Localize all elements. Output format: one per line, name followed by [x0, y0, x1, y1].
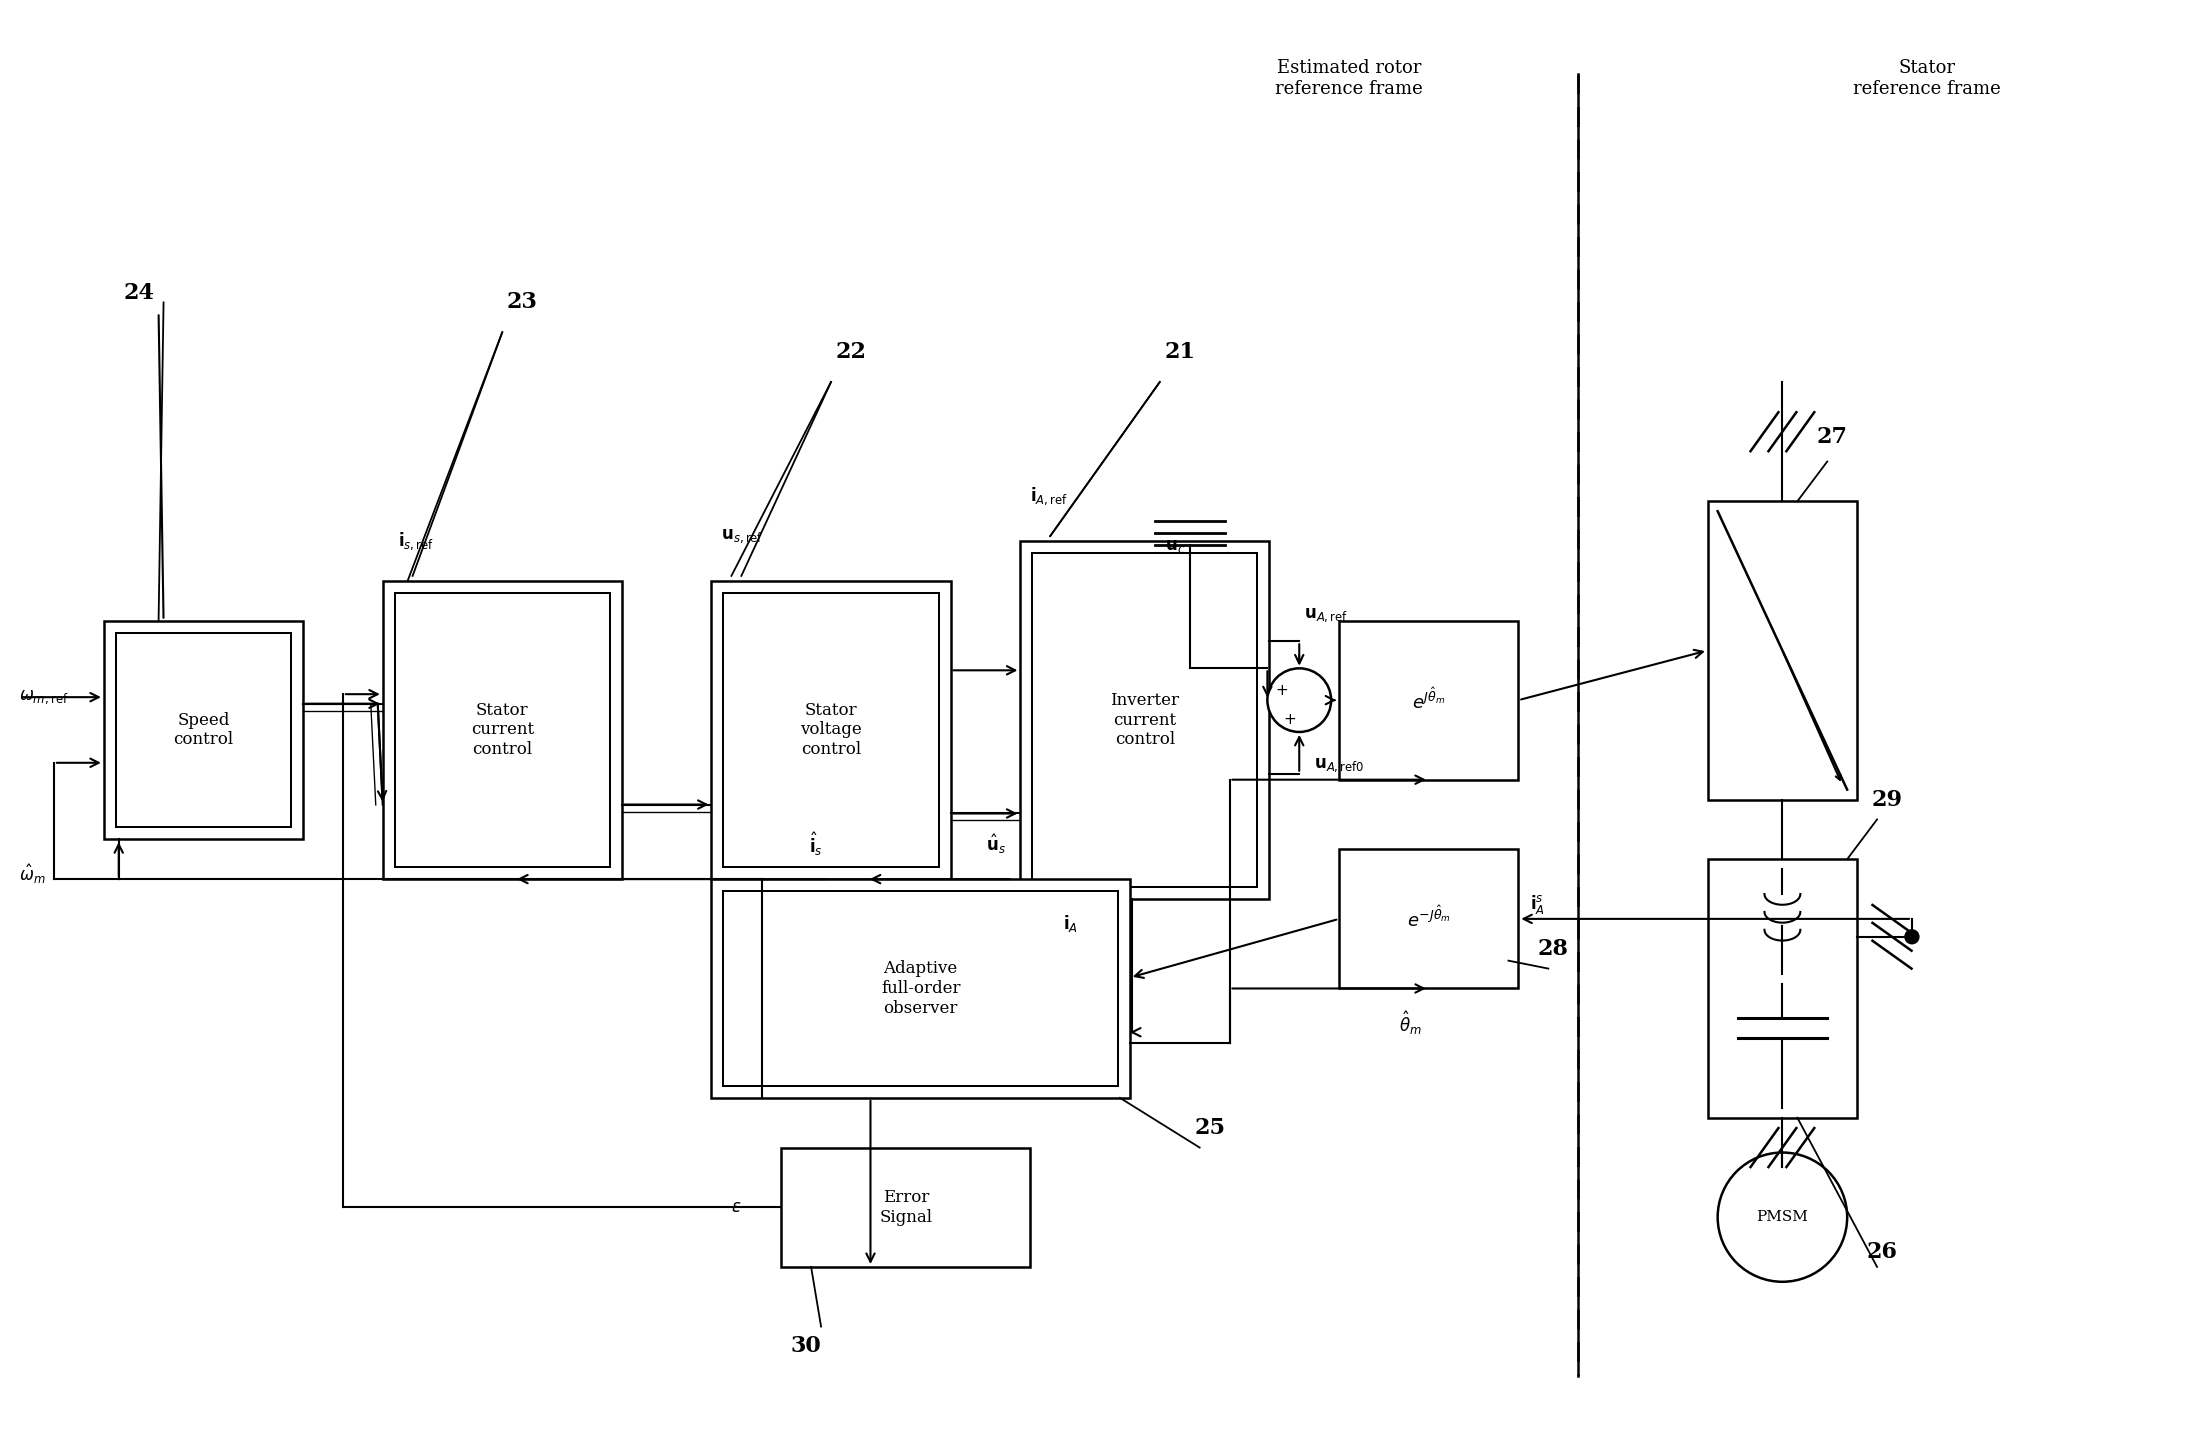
Text: $\omega_{m,\mathrm{ref}}$: $\omega_{m,\mathrm{ref}}$: [20, 688, 68, 707]
Text: $e^{J\hat{\theta}_m}$: $e^{J\hat{\theta}_m}$: [1412, 686, 1445, 714]
Text: $\varepsilon$: $\varepsilon$: [731, 1199, 742, 1216]
Text: 29: 29: [1873, 788, 1903, 811]
Bar: [712, 580, 949, 879]
Bar: [782, 1148, 1031, 1267]
Bar: [723, 593, 938, 868]
Bar: [1339, 849, 1518, 988]
Text: $\hat{\mathbf{i}}_s$: $\hat{\mathbf{i}}_s$: [809, 830, 824, 858]
Text: 28: 28: [1538, 937, 1569, 959]
Bar: [104, 621, 304, 839]
Circle shape: [1906, 930, 1919, 943]
Bar: [1339, 621, 1518, 779]
Bar: [723, 891, 1117, 1085]
Text: $\mathbf{u}_{s,\mathrm{ref}}$: $\mathbf{u}_{s,\mathrm{ref}}$: [720, 527, 764, 546]
Text: Stator
reference frame: Stator reference frame: [1853, 59, 2000, 97]
Text: Speed
control: Speed control: [174, 711, 234, 749]
Text: 26: 26: [1866, 1241, 1897, 1262]
Bar: [1020, 541, 1269, 900]
Text: $\mathbf{i}_A$: $\mathbf{i}_A$: [1062, 913, 1077, 934]
Text: $\mathbf{u}_{A,\mathrm{ref}}$: $\mathbf{u}_{A,\mathrm{ref}}$: [1304, 607, 1348, 624]
Text: 27: 27: [1817, 425, 1848, 448]
Text: Stator
voltage
control: Stator voltage control: [800, 702, 861, 757]
Text: $e^{-J\hat{\theta}_m}$: $e^{-J\hat{\theta}_m}$: [1408, 905, 1452, 932]
Bar: [1707, 859, 1857, 1117]
Text: 30: 30: [791, 1335, 822, 1358]
Text: Estimated rotor
reference frame: Estimated rotor reference frame: [1276, 59, 1423, 97]
Text: $\hat{\mathbf{u}}_s$: $\hat{\mathbf{u}}_s$: [987, 833, 1007, 856]
Text: $\hat{\omega}_m$: $\hat{\omega}_m$: [20, 862, 46, 887]
Text: 25: 25: [1194, 1117, 1225, 1139]
Text: 23: 23: [507, 292, 538, 313]
Text: +: +: [1284, 712, 1295, 727]
Bar: [394, 593, 610, 868]
Text: Stator
current
control: Stator current control: [471, 702, 533, 757]
Text: $\mathbf{i}_A^s$: $\mathbf{i}_A^s$: [1531, 894, 1544, 917]
Text: +: +: [1276, 683, 1289, 698]
Bar: [383, 580, 621, 879]
Text: PMSM: PMSM: [1756, 1210, 1809, 1225]
Text: $\mathbf{u}_{A,\mathrm{ref0}}$: $\mathbf{u}_{A,\mathrm{ref0}}$: [1315, 756, 1366, 773]
Text: 21: 21: [1163, 341, 1196, 363]
Text: Adaptive
full-order
observer: Adaptive full-order observer: [881, 961, 961, 1017]
Text: Error
Signal: Error Signal: [879, 1188, 932, 1226]
Circle shape: [1267, 669, 1331, 731]
Text: $\hat{\theta}_m$: $\hat{\theta}_m$: [1399, 1010, 1423, 1037]
Bar: [712, 879, 1130, 1098]
Text: $\mathbf{i}_{A,\mathrm{ref}}$: $\mathbf{i}_{A,\mathrm{ref}}$: [1031, 486, 1068, 506]
Text: 22: 22: [835, 341, 866, 363]
Text: 24: 24: [123, 281, 154, 303]
Circle shape: [1718, 1152, 1846, 1281]
Text: $\mathbf{i}_{s,\mathrm{ref}}$: $\mathbf{i}_{s,\mathrm{ref}}$: [399, 530, 434, 551]
Bar: [1033, 553, 1258, 887]
Text: $\mathbf{u}_c$: $\mathbf{u}_c$: [1165, 537, 1185, 554]
Bar: [1707, 501, 1857, 800]
Bar: [117, 633, 291, 827]
Text: Inverter
current
control: Inverter current control: [1110, 692, 1179, 749]
